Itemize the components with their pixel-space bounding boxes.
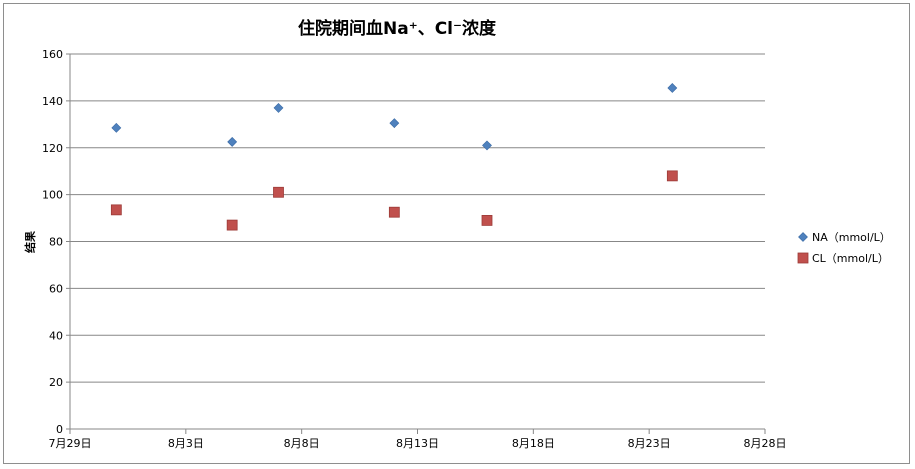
axes: 0 20 40 60 80 100 120 140 160 7月29日 8月3日 8月8日 8月13日 8… [42,48,787,450]
na-data-point [389,118,400,129]
na-data-point [667,83,678,93]
x-tick-label: 8月23日 [628,437,671,450]
cl-data-point [388,206,400,218]
x-tick-label: 8月18日 [512,437,555,450]
y-tick-label: 120 [42,142,63,155]
na-data-point [111,122,122,133]
y-tick-label: 0 [56,423,63,436]
legend-na-marker [798,232,808,242]
y-tick-label: 140 [42,95,63,108]
series-layer [110,83,678,231]
na-data-point [273,102,284,113]
x-tick-label: 8月28日 [744,437,787,450]
legend: NA（mmol/L） CL（mmol/L） [797,231,891,265]
x-tick-label: 8月13日 [396,437,439,450]
y-tick-label: 40 [49,329,63,342]
na-data-point [227,136,238,147]
cl-data-point [110,204,122,216]
x-tick-label: 8月8日 [284,437,320,450]
y-tick-label: 80 [49,236,63,249]
legend-cl-marker [797,252,809,264]
x-tick-label: 7月29日 [49,437,92,450]
legend-na-label: NA（mmol/L） [812,231,891,244]
x-tick-label: 8月3日 [168,437,204,450]
chart-frame [3,3,910,464]
na-data-point [482,140,492,151]
gridlines [70,53,765,383]
cl-data-point [273,186,284,198]
cl-data-point [226,219,238,231]
cl-data-point [666,170,678,182]
y-tick-label: 100 [42,189,63,202]
chart-title: 住院期间血Na⁺、Cl⁻浓度 [298,18,497,39]
y-axis-title: 结果 [23,231,37,254]
y-tick-label: 60 [49,282,63,295]
y-tick-label: 160 [42,48,63,61]
legend-cl-label: CL（mmol/L） [812,252,889,265]
cl-data-point [481,215,493,226]
y-tick-label: 20 [49,376,63,389]
